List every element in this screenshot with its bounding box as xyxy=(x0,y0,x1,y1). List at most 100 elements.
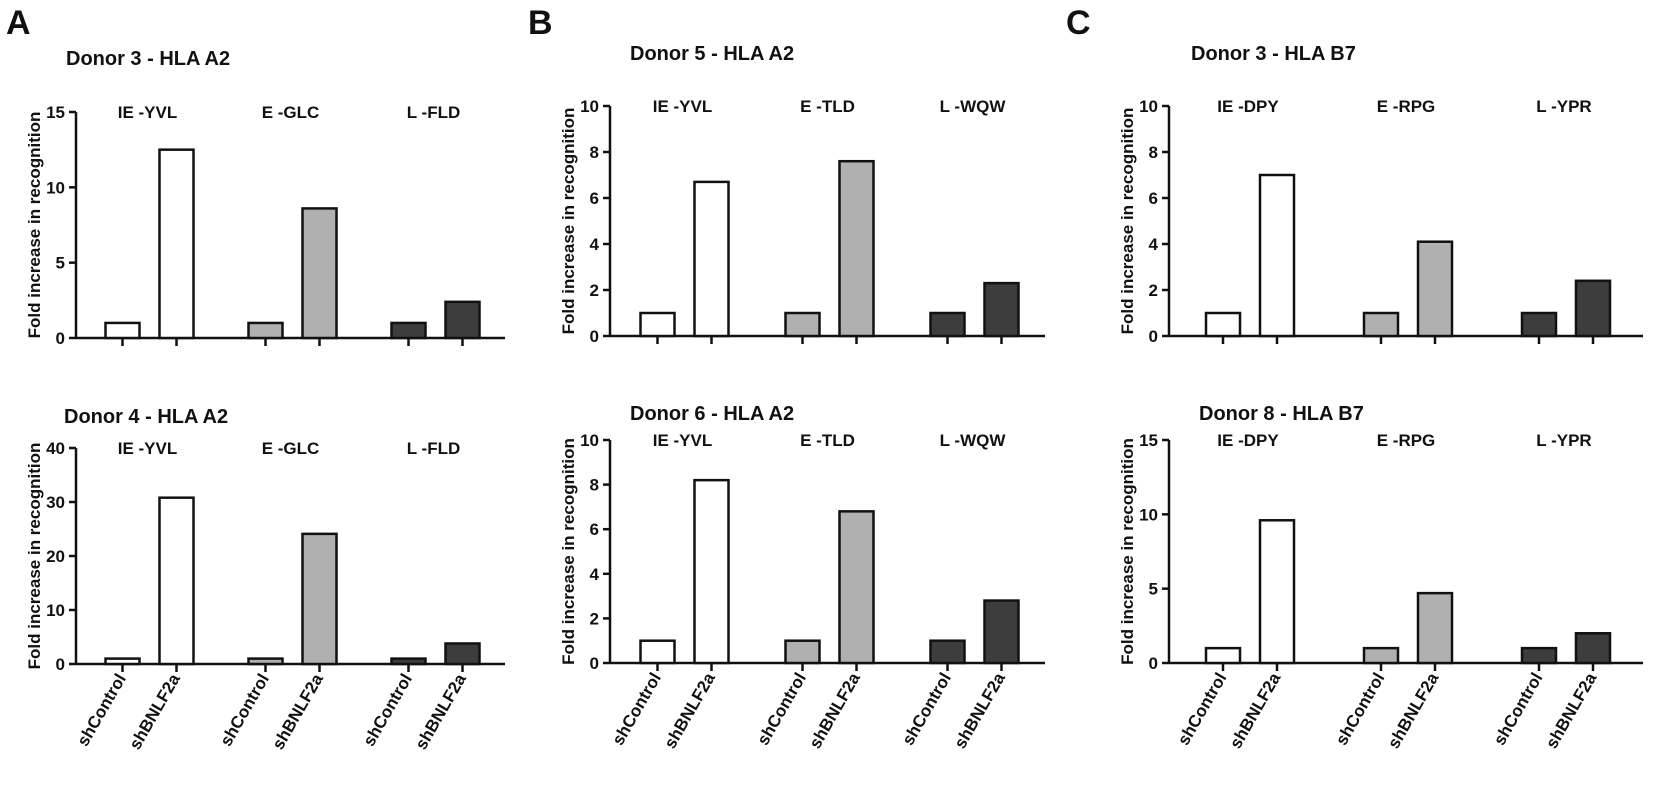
chart-4-title: Donor 6 - HLA A2 xyxy=(630,403,794,425)
panel-letter-a: A xyxy=(6,4,31,42)
chart-1-y-tick-label: 10 xyxy=(46,178,65,197)
chart-2-title: Donor 4 - HLA A2 xyxy=(64,406,228,428)
chart-3-y-tick-label: 10 xyxy=(580,97,599,116)
chart-1-bar-lfld-shbnlf2a xyxy=(444,300,481,340)
chart-2-y-tick-label: 10 xyxy=(46,601,65,620)
chart-3-y-tick-label: 8 xyxy=(590,143,599,162)
chart-6-x-category-label: shControl xyxy=(1174,670,1231,749)
chart-4-y-tick-label: 8 xyxy=(590,476,599,495)
chart-2-group-label: L -FLD xyxy=(407,439,461,458)
chart-4-x-category-label: shControl xyxy=(753,670,810,749)
chart-5-y-axis-label: Fold increase in recognition xyxy=(1118,108,1137,335)
chart-5-y-tick-label: 8 xyxy=(1149,143,1158,162)
chart-5-y-tick-label: 2 xyxy=(1149,281,1158,300)
chart-1-bar-eglc-shbnlf2a xyxy=(301,207,338,340)
chart-1-bar-lfld-shcontrol xyxy=(390,321,427,340)
chart-6-x-category-label: shControl xyxy=(1332,670,1389,749)
chart-5-bar-erpg-shbnlf2a xyxy=(1416,240,1454,338)
chart-2-x-category-label: shBNLF2a xyxy=(125,670,184,753)
chart-6-bar-lypr-shcontrol xyxy=(1520,646,1558,665)
chart-2-bar-lfld-shcontrol xyxy=(390,657,427,666)
chart-2-group-label: E -GLC xyxy=(262,439,320,458)
chart-2-bar-eglc-shcontrol xyxy=(247,657,284,666)
chart-5-bar-erpg-shcontrol xyxy=(1362,311,1400,338)
chart-3-bar-etld-shcontrol xyxy=(784,311,821,338)
chart-3-y-tick-label: 4 xyxy=(590,235,600,254)
chart-4-x-category-label: shBNLF2a xyxy=(660,669,719,752)
chart-2-x-category-label: shControl xyxy=(73,671,130,750)
chart-5-group-label: IE -DPY xyxy=(1217,97,1279,116)
chart-6-x-category-label: shControl xyxy=(1490,670,1547,749)
chart-4-y-tick-label: 10 xyxy=(580,431,599,450)
chart-6-x-category-label: shBNLF2a xyxy=(1384,669,1443,752)
chart-2-y-axis-label: Fold increase in recognition xyxy=(25,443,44,670)
chart-5-bar-iedpy-shbnlf2a xyxy=(1258,173,1296,338)
chart-2-bar-eglc-shbnlf2a xyxy=(301,532,338,666)
chart-4-bar-lwqw-shbnlf2a xyxy=(983,599,1020,665)
chart-6-bar-erpg-shcontrol xyxy=(1362,646,1400,665)
chart-5-y-tick-label: 0 xyxy=(1149,327,1158,346)
chart-4-x-category-label: shBNLF2a xyxy=(950,669,1009,752)
chart-2-y-tick-label: 30 xyxy=(46,493,65,512)
chart-2-x-category-label: shControl xyxy=(216,671,273,750)
chart-3-bar-lwqw-shcontrol xyxy=(929,311,966,338)
chart-6-y-tick-label: 0 xyxy=(1149,654,1158,673)
chart-1-group-label: E -GLC xyxy=(262,103,320,122)
chart-6-y-axis-label: Fold increase in recognition xyxy=(1118,438,1137,665)
chart-3-bar-lwqw-shbnlf2a xyxy=(983,281,1020,338)
chart-6-x-category-label: shBNLF2a xyxy=(1542,669,1601,752)
chart-2-x-category-label: shControl xyxy=(359,671,416,750)
chart-2-x-category-label: shBNLF2a xyxy=(411,670,470,753)
panel-letter-b: B xyxy=(528,4,553,42)
chart-3-group-label: L -WQW xyxy=(940,97,1007,116)
chart-5-title: Donor 3 - HLA B7 xyxy=(1191,43,1356,65)
chart-2-x-category-label: shBNLF2a xyxy=(268,670,327,753)
chart-6-title: Donor 8 - HLA B7 xyxy=(1199,403,1364,425)
chart-4-y-tick-label: 4 xyxy=(590,565,600,584)
chart-3-y-axis-label: Fold increase in recognition xyxy=(559,108,578,335)
chart-3-y-tick-label: 6 xyxy=(590,189,599,208)
chart-4-x-category-label: shControl xyxy=(898,670,955,749)
chart-4-y-axis-label: Fold increase in recognition xyxy=(559,438,578,665)
chart-2-y-tick-label: 40 xyxy=(46,439,65,458)
chart-6-y-tick-label: 10 xyxy=(1139,505,1158,524)
chart-6-bar-lypr-shbnlf2a xyxy=(1574,632,1612,665)
chart-6-y-tick-label: 15 xyxy=(1139,431,1158,450)
chart-3-bar-ieyvl-shbnlf2a xyxy=(693,180,730,338)
chart-1-y-tick-label: 5 xyxy=(56,254,65,273)
chart-5-bar-lypr-shcontrol xyxy=(1520,311,1558,338)
chart-3-bar-etld-shbnlf2a xyxy=(838,159,875,338)
chart-1-bar-eglc-shcontrol xyxy=(247,321,284,340)
chart-3-title: Donor 5 - HLA A2 xyxy=(630,43,794,65)
chart-6-y-tick-label: 5 xyxy=(1149,580,1158,599)
chart-4-group-label: L -WQW xyxy=(940,431,1007,450)
chart-6-bar-erpg-shbnlf2a xyxy=(1416,591,1454,665)
chart-4-y-tick-label: 6 xyxy=(590,520,599,539)
chart-3-group-label: IE -YVL xyxy=(653,97,713,116)
chart-2-group-label: IE -YVL xyxy=(118,439,178,458)
chart-2-bar-ieyvl-shbnlf2a xyxy=(158,496,195,666)
chart-2-y-tick-label: 20 xyxy=(46,547,65,566)
chart-5-group-label: E -RPG xyxy=(1377,97,1436,116)
chart-5-group-label: L -YPR xyxy=(1536,97,1591,116)
chart-4-bar-etld-shbnlf2a xyxy=(838,510,875,665)
chart-4-y-tick-label: 0 xyxy=(590,654,599,673)
chart-1-bar-ieyvl-shbnlf2a xyxy=(158,148,195,340)
chart-6-group-label: E -RPG xyxy=(1377,431,1436,450)
chart-2-bar-ieyvl-shcontrol xyxy=(104,657,141,666)
chart-6-x-category-label: shBNLF2a xyxy=(1226,669,1285,752)
chart-4-x-category-label: shBNLF2a xyxy=(805,669,864,752)
panel-letter-c: C xyxy=(1066,4,1091,42)
chart-5-bar-lypr-shbnlf2a xyxy=(1574,279,1612,338)
chart-3-bar-ieyvl-shcontrol xyxy=(639,311,676,338)
chart-1-group-label: IE -YVL xyxy=(118,103,178,122)
chart-2-bar-lfld-shbnlf2a xyxy=(444,642,481,666)
chart-4-bar-etld-shcontrol xyxy=(784,639,821,665)
chart-4-bar-ieyvl-shcontrol xyxy=(639,639,676,665)
chart-1-y-tick-label: 15 xyxy=(46,103,65,122)
chart-5-y-tick-label: 6 xyxy=(1149,189,1158,208)
chart-4-group-label: E -TLD xyxy=(800,431,855,450)
chart-2-y-tick-label: 0 xyxy=(56,655,65,674)
chart-3-y-tick-label: 0 xyxy=(590,327,599,346)
